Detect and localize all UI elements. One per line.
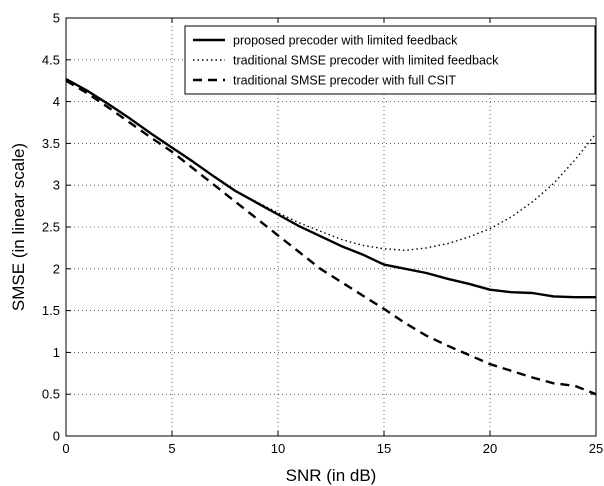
- x-tick-label: 20: [483, 441, 497, 456]
- legend-label-3: traditional SMSE precoder with full CSIT: [233, 74, 456, 88]
- y-tick-label: 1.5: [42, 303, 60, 318]
- legend-box: [184, 25, 596, 95]
- x-tick-label: 10: [271, 441, 285, 456]
- series-line-2: [65, 78, 597, 252]
- y-axis-label: SMSE (in linear scale): [9, 143, 28, 311]
- legend-label-2: traditional SMSE precoder with limited f…: [233, 54, 499, 68]
- legend-label-1: proposed precoder with limited feedback: [233, 34, 458, 48]
- x-tick-label: 5: [168, 441, 175, 456]
- y-tick-label: 0: [53, 429, 60, 444]
- y-tick-label: 3: [53, 178, 60, 193]
- y-tick-label: 4.5: [42, 52, 60, 67]
- ticks: [65, 17, 597, 437]
- y-tick-label: 2.5: [42, 220, 60, 235]
- series-layer: [65, 77, 597, 396]
- x-tick-label: 25: [589, 441, 603, 456]
- y-tick-label: 3.5: [42, 136, 60, 151]
- series-line-1: [65, 77, 596, 299]
- x-tick-label: 15: [377, 441, 391, 456]
- y-tick-label: 1: [53, 345, 60, 360]
- y-tick-label: 5: [53, 11, 60, 26]
- y-tick-label: 2: [53, 261, 60, 276]
- y-tick-label: 4: [53, 94, 60, 109]
- legend: proposed precoder with limited feedback t…: [184, 25, 596, 95]
- series-line-3: [65, 79, 597, 396]
- x-axis-label: SNR (in dB): [286, 466, 377, 485]
- tick-labels: 0 5 10 15 20 25 0 0.5 1 1.5 2 2.5 3 3.5 4 4.5 5: [42, 11, 603, 457]
- y-tick-label: 0.5: [42, 387, 60, 402]
- x-tick-label: 0: [62, 441, 69, 456]
